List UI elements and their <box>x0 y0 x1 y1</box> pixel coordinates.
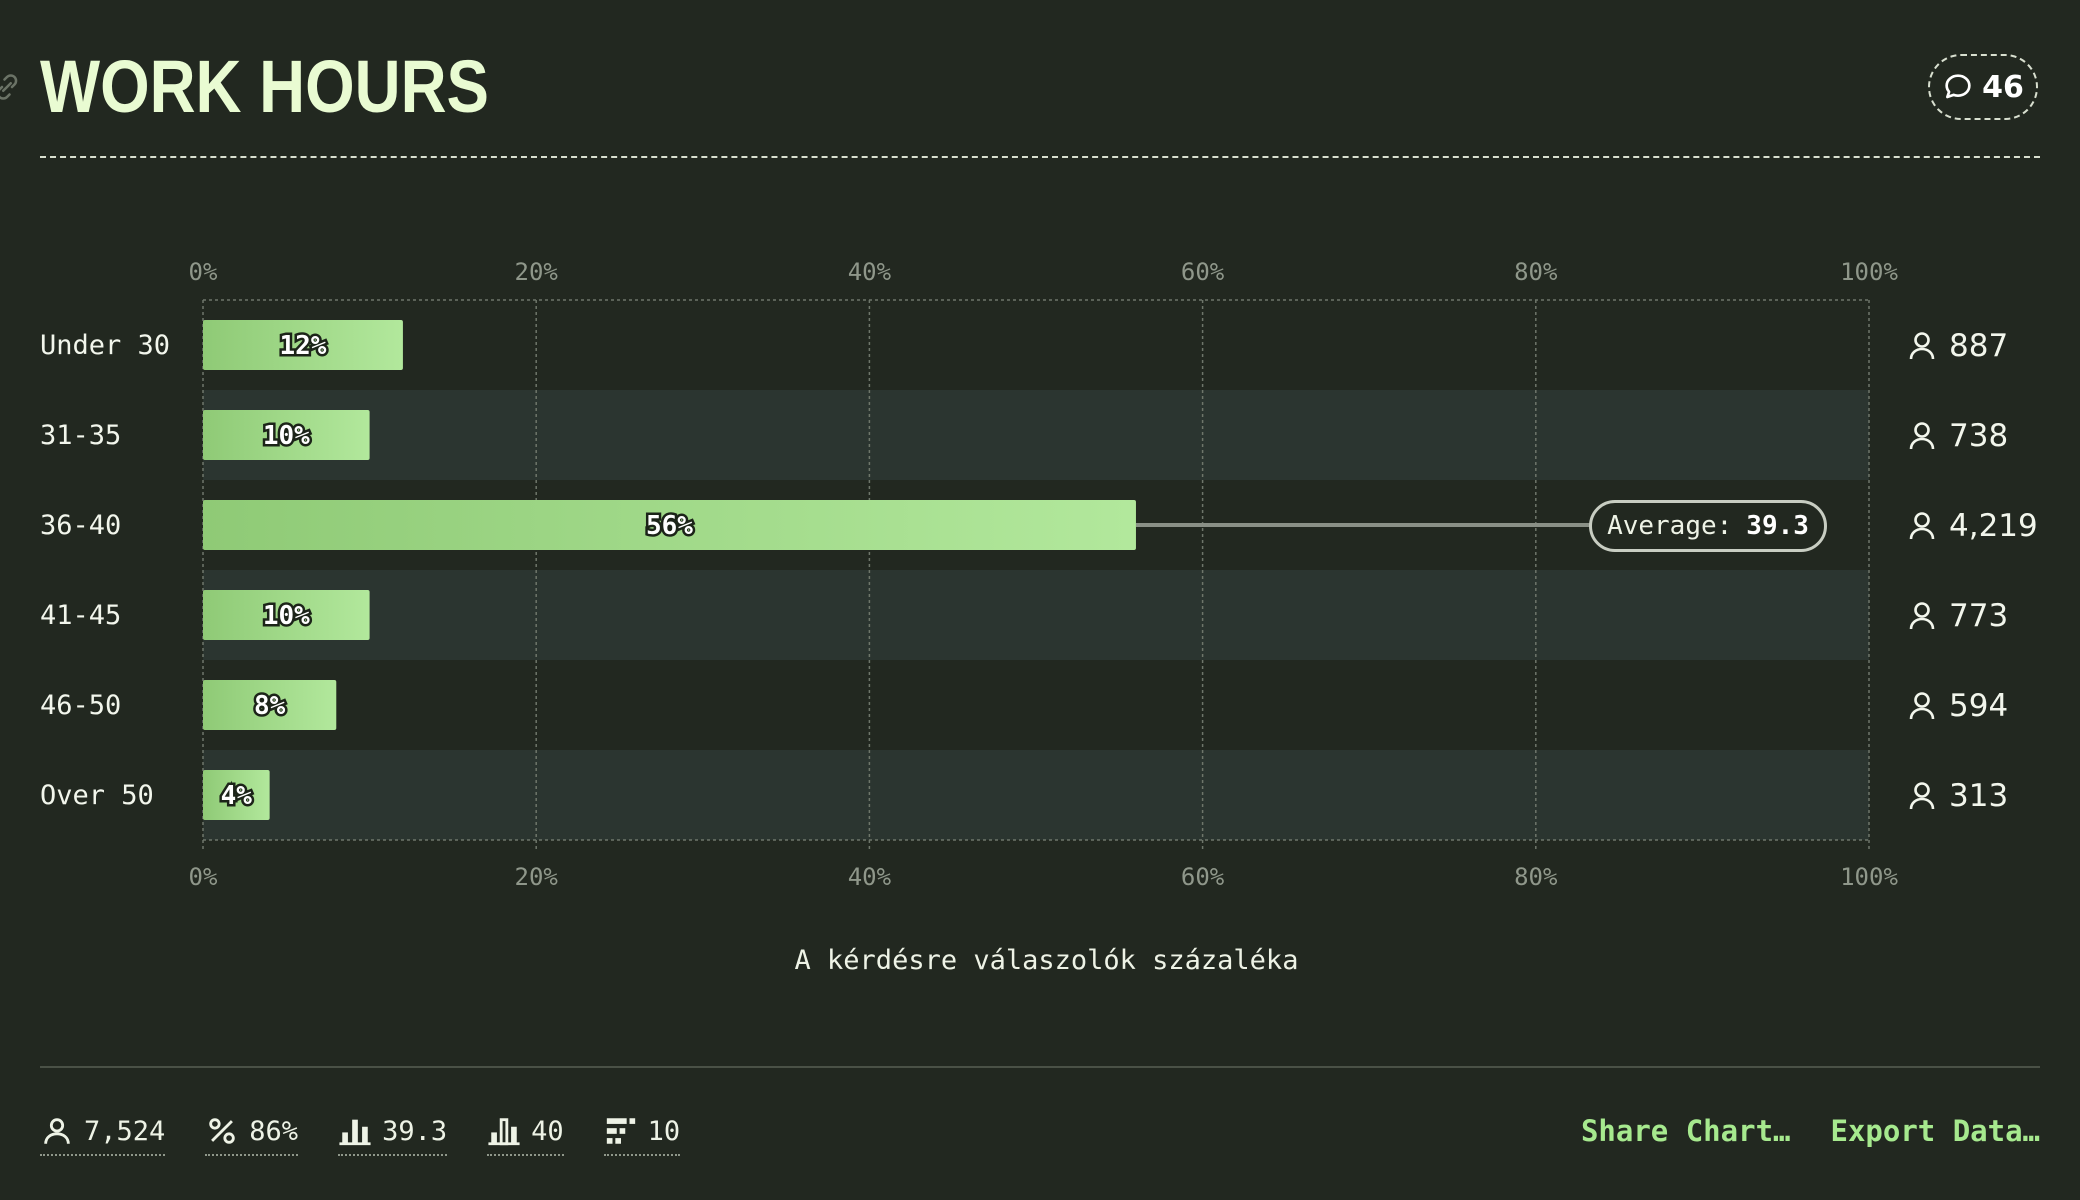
bar-chart: 0% 0% 20% 20% 40% 40% 60% 60% 80% 80% 100% 100% Unde… <box>0 0 2080 900</box>
person-icon <box>1911 694 1933 720</box>
stat-respondents[interactable]: 7,524 <box>40 1114 165 1156</box>
category-label: Under 30 <box>40 330 170 361</box>
export-data-link[interactable]: Export Data… <box>1830 1114 2040 1148</box>
footer-divider <box>40 1066 2040 1068</box>
category-label: 31-35 <box>40 420 121 451</box>
row-stripe <box>203 570 1869 660</box>
person-icon <box>1911 514 1933 540</box>
x-tick-label-top: 20% <box>515 258 559 286</box>
x-tick-label-bottom: 40% <box>848 863 892 891</box>
stat-average[interactable]: 39.3 <box>338 1114 447 1156</box>
stat-value: 10 <box>648 1116 681 1147</box>
x-tick-label-bottom: 20% <box>515 863 559 891</box>
grid-chart-icon <box>604 1114 638 1148</box>
category-label: 41-45 <box>40 600 121 631</box>
bar-value-label: 12% <box>279 331 326 361</box>
x-tick-label-top: 100% <box>1840 258 1898 286</box>
bar-value-label: 8% <box>254 691 286 721</box>
x-tick-label-top: 40% <box>848 258 892 286</box>
x-tick-label-bottom: 100% <box>1840 863 1898 891</box>
footer-actions: Share Chart… Export Data… <box>1581 1114 2040 1148</box>
bar-value-label: 10% <box>263 421 310 451</box>
respondent-count: 773 <box>1949 598 2008 634</box>
respondent-count: 594 <box>1949 688 2008 724</box>
person-icon <box>1911 604 1933 630</box>
percent-icon <box>205 1114 239 1148</box>
person-icon <box>1911 424 1933 450</box>
stat-options[interactable]: 10 <box>604 1114 681 1156</box>
footer-stats: 7,524 86% 39.3 40 10 <box>40 1110 680 1160</box>
respondent-count: 4,219 <box>1949 508 2038 544</box>
stat-median[interactable]: 40 <box>487 1114 564 1156</box>
bar-chart-outline-icon <box>487 1114 521 1148</box>
average-label: Average: <box>1607 511 1732 541</box>
stat-value: 40 <box>531 1116 564 1147</box>
stat-value: 39.3 <box>382 1116 447 1147</box>
share-chart-link[interactable]: Share Chart… <box>1581 1114 1791 1148</box>
average-badge: Average: 39.3 <box>1589 500 1827 552</box>
x-tick-label-top: 60% <box>1181 258 1225 286</box>
x-tick-label-bottom: 80% <box>1514 863 1558 891</box>
category-label: 46-50 <box>40 690 121 721</box>
row-stripe <box>203 390 1869 480</box>
bar-value-label: 10% <box>263 601 310 631</box>
bar-value-label: 56% <box>646 511 693 541</box>
category-label: 36-40 <box>40 510 121 541</box>
x-tick-label-top: 80% <box>1514 258 1558 286</box>
average-value: 39.3 <box>1746 511 1809 541</box>
person-icon <box>1911 334 1933 360</box>
x-tick-label-bottom: 60% <box>1181 863 1225 891</box>
respondent-count: 738 <box>1949 418 2008 454</box>
respondent-count: 313 <box>1949 778 2008 814</box>
x-tick-label-bottom: 0% <box>189 863 218 891</box>
person-icon <box>1911 784 1933 810</box>
category-label: Over 50 <box>40 780 154 811</box>
stat-value: 7,524 <box>84 1116 165 1147</box>
respondent-count: 887 <box>1949 328 2008 364</box>
x-axis-title: A kérdésre válaszolók százaléka <box>0 945 2080 976</box>
x-tick-label-top: 0% <box>189 258 218 286</box>
stat-percent[interactable]: 86% <box>205 1114 298 1156</box>
person-icon <box>40 1114 74 1148</box>
stat-value: 86% <box>249 1116 298 1147</box>
row-stripe <box>203 750 1869 840</box>
bar-chart-icon <box>338 1114 372 1148</box>
bar-value-label: 4% <box>221 781 253 811</box>
